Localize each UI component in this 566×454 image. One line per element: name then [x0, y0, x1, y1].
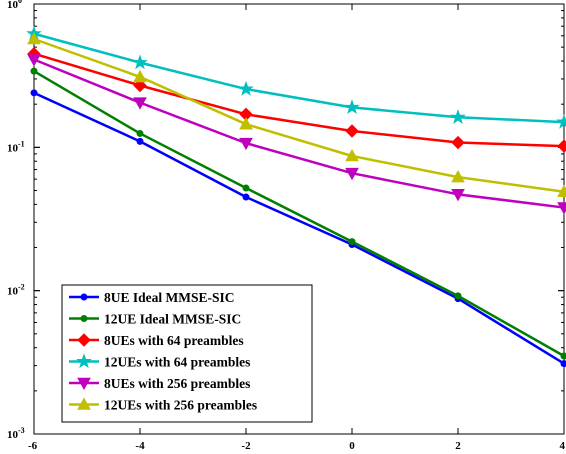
- data-point: [345, 124, 359, 138]
- data-point: [133, 97, 147, 110]
- x-tick-label: -6: [28, 440, 38, 452]
- data-point: [239, 117, 253, 130]
- data-point: [242, 184, 250, 192]
- data-point: [136, 137, 144, 145]
- y-tick-exponent: 0: [18, 0, 22, 5]
- x-tick-label: -4: [135, 440, 145, 452]
- data-point: [557, 184, 566, 198]
- series-3: [27, 46, 566, 153]
- data-point: [27, 54, 41, 67]
- legend-label: 12UE Ideal MMSE-SIC: [104, 312, 241, 327]
- data-point: [560, 352, 566, 360]
- data-point: [348, 238, 356, 246]
- data-point: [556, 113, 566, 129]
- legend-marker: [77, 397, 91, 410]
- legend-item: 12UEs with 256 preambles: [69, 397, 257, 413]
- data-point: [560, 360, 566, 368]
- data-point: [239, 137, 253, 151]
- series-line: [33, 91, 565, 365]
- series-line: [33, 37, 565, 193]
- y-tick-exponent: -2: [18, 283, 25, 292]
- legend-marker: [77, 377, 91, 391]
- y-tick-label: 10-3: [7, 426, 25, 441]
- legend-item: 8UEs with 256 preambles: [69, 376, 250, 391]
- data-point: [451, 189, 465, 202]
- series-line: [33, 52, 565, 148]
- y-tick-label: 100: [7, 0, 22, 11]
- legend-label: 8UEs with 256 preambles: [104, 376, 250, 391]
- legend-item: 12UE Ideal MMSE-SIC: [69, 312, 241, 327]
- y-tick-base: 10: [7, 286, 19, 298]
- x-tick-label: 2: [455, 440, 461, 452]
- y-tick-base: 10: [7, 0, 19, 11]
- series-line: [33, 70, 565, 358]
- x-tick-label: 4: [560, 440, 566, 452]
- x-tick-label: 0: [349, 440, 355, 452]
- data-point: [557, 139, 566, 153]
- y-tick-exponent: -3: [18, 426, 25, 435]
- series-4: [26, 25, 566, 129]
- data-point: [133, 78, 147, 93]
- series-6: [27, 31, 566, 198]
- data-point: [242, 193, 250, 201]
- legend-marker: [77, 333, 91, 347]
- series-layer: [26, 25, 566, 368]
- data-point: [450, 109, 466, 124]
- legend-label: 8UE Ideal MMSE-SIC: [104, 290, 235, 305]
- series-5: [27, 54, 566, 215]
- legend-marker: [80, 315, 88, 322]
- legend-label: 8UEs with 64 preambles: [104, 333, 244, 348]
- legend-item: 8UE Ideal MMSE-SIC: [69, 290, 235, 305]
- data-point: [30, 89, 38, 97]
- y-tick-base: 10: [7, 142, 19, 154]
- data-point: [454, 292, 462, 300]
- legend-marker: [76, 353, 92, 369]
- data-point: [136, 129, 144, 137]
- data-point: [557, 202, 566, 215]
- data-point: [27, 31, 41, 45]
- series-line: [33, 58, 565, 209]
- data-point: [451, 170, 465, 183]
- data-point: [133, 69, 147, 83]
- data-point: [30, 67, 38, 75]
- legend-label: 12UEs with 256 preambles: [104, 398, 257, 413]
- y-tick-exponent: -1: [18, 139, 25, 148]
- y-tick-label: 10-1: [7, 139, 25, 154]
- series-line: [33, 32, 565, 124]
- data-point: [344, 99, 360, 115]
- data-point: [345, 148, 359, 162]
- legend-marker: [80, 293, 88, 301]
- data-point: [132, 54, 148, 70]
- legend-item: 8UEs with 64 preambles: [69, 333, 244, 348]
- legend: 8UE Ideal MMSE-SIC 12UE Ideal MMSE-SIC 8UE…: [61, 284, 313, 423]
- data-point: [238, 80, 254, 96]
- data-point: [451, 135, 465, 150]
- y-tick-base: 10: [7, 429, 19, 441]
- data-point: [345, 167, 359, 181]
- legend-item: 12UEs with 64 preambles: [69, 353, 250, 370]
- series-2: [30, 67, 566, 360]
- y-tick-label: 10-2: [7, 283, 25, 298]
- x-axis: -6 -4 -2 0 2 4: [28, 4, 566, 452]
- legend-box: [61, 284, 313, 423]
- x-tick-label: -2: [241, 440, 251, 452]
- legend-label: 12UEs with 64 preambles: [104, 355, 250, 370]
